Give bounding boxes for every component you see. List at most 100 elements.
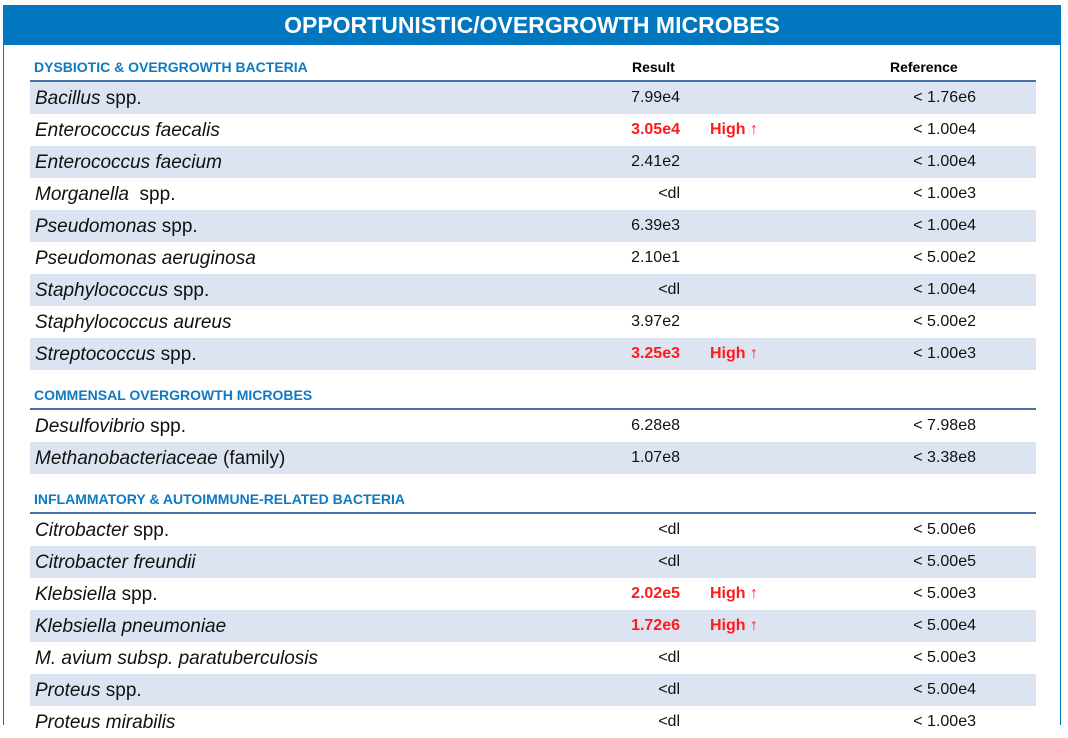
result-column-header: Result: [632, 59, 675, 75]
organism-genus: Bacillus: [35, 88, 101, 109]
organism-suffix: spp.: [116, 584, 158, 605]
organism-genus: Morganella: [35, 184, 129, 205]
organism-suffix: spp.: [100, 680, 142, 701]
table-row: Morganella spp. <dl < 1.00e3: [30, 178, 1036, 210]
organism-name: Klebsiella spp.: [35, 584, 158, 606]
result-value: 3.25e3: [631, 345, 680, 362]
table-row: Proteus mirabilis <dl < 1.00e3: [30, 706, 1036, 738]
high-flag: High ↑: [710, 345, 758, 362]
report-frame: [3, 5, 1061, 725]
table-row: Methanobacteriaceae (family) 1.07e8 < 3.…: [30, 442, 1036, 474]
high-flag: High ↑: [710, 617, 758, 634]
organism-genus: Methanobacteriaceae: [35, 448, 218, 469]
results-table: DYSBIOTIC & OVERGROWTH BACTERIA Result Ref…: [30, 50, 1036, 738]
result-value: <dl: [658, 681, 680, 698]
reference-value: < 5.00e3: [913, 649, 976, 666]
organism-genus: Enterococcus faecalis: [35, 120, 220, 141]
organism-genus: Enterococcus faecium: [35, 152, 222, 173]
organism-genus: Desulfovibrio: [35, 416, 145, 437]
result-value: 7.99e4: [631, 89, 680, 106]
organism-suffix: (family): [217, 448, 286, 469]
organism-suffix: spp.: [168, 280, 210, 301]
organism-genus: Citrobacter: [35, 520, 128, 541]
section-header: DYSBIOTIC & OVERGROWTH BACTERIA Result Ref…: [30, 50, 1036, 82]
reference-value: < 5.00e3: [913, 585, 976, 602]
result-value: <dl: [658, 185, 680, 202]
organism-name: Staphylococcus aureus: [35, 312, 231, 334]
result-value: 3.97e2: [631, 313, 680, 330]
section-header: COMMENSAL OVERGROWTH MICROBES: [30, 387, 1036, 410]
reference-value: < 5.00e5: [913, 553, 976, 570]
high-flag: High ↑: [710, 585, 758, 602]
reference-value: < 5.00e4: [913, 617, 976, 634]
table-row: Pseudomonas aeruginosa 2.10e1 < 5.00e2: [30, 242, 1036, 274]
reference-value: < 1.00e3: [913, 345, 976, 362]
organism-name: Enterococcus faecium: [35, 152, 222, 174]
table-row: Desulfovibrio spp. 6.28e8 < 7.98e8: [30, 410, 1036, 442]
table-row: Enterococcus faecalis 3.05e4 High ↑ < 1.…: [30, 114, 1036, 146]
organism-name: Proteus mirabilis: [35, 712, 175, 734]
organism-genus: Proteus mirabilis: [35, 712, 176, 733]
reference-value: < 1.00e4: [913, 281, 976, 298]
organism-suffix: spp.: [144, 416, 187, 437]
organism-genus: Pseudomonas: [35, 216, 157, 237]
result-value: 2.41e2: [631, 153, 680, 170]
result-value: <dl: [658, 281, 680, 298]
organism-genus: Proteus: [35, 680, 101, 701]
table-row: Staphylococcus aureus 3.97e2 < 5.00e2: [30, 306, 1036, 338]
organism-genus: Klebsiella: [35, 584, 117, 605]
result-value: 1.72e6: [631, 617, 680, 634]
organism-suffix: spp.: [100, 88, 142, 109]
reference-value: < 1.00e4: [913, 217, 976, 234]
table-row: Bacillus spp. 7.99e4 < 1.76e6: [30, 82, 1036, 114]
reference-value: < 1.00e3: [913, 713, 976, 730]
result-value: 3.05e4: [631, 121, 680, 138]
reference-value: < 3.38e8: [913, 449, 976, 466]
table-row: Klebsiella pneumoniae 1.72e6 High ↑ < 5.…: [30, 610, 1036, 642]
organism-name: Pseudomonas aeruginosa: [35, 248, 256, 270]
organism-name: Klebsiella pneumoniae: [35, 616, 226, 638]
organism-name: Pseudomonas spp.: [35, 216, 198, 238]
organism-name: M. avium subsp. paratuberculosis: [35, 648, 318, 670]
reference-value: < 1.00e4: [913, 153, 976, 170]
table-row: Citrobacter spp. <dl < 5.00e6: [30, 514, 1036, 546]
organism-genus: Staphylococcus: [35, 280, 169, 301]
organism-suffix: spp.: [155, 344, 197, 365]
organism-name: Citrobacter spp.: [35, 520, 169, 542]
section-title: INFLAMMATORY & AUTOIMMUNE-RELATED BACTER…: [34, 491, 405, 507]
organism-name: Enterococcus faecalis: [35, 120, 220, 142]
result-value: 1.07e8: [631, 449, 680, 466]
result-value: 6.28e8: [631, 417, 680, 434]
organism-genus: Staphylococcus aureus: [35, 312, 232, 333]
result-value: 2.10e1: [631, 249, 680, 266]
page-title: OPPORTUNISTIC/OVERGROWTH MICROBES: [3, 5, 1061, 45]
result-value: <dl: [658, 553, 680, 570]
organism-genus: Streptococcus: [35, 344, 156, 365]
reference-value: < 7.98e8: [913, 417, 976, 434]
organism-genus: Klebsiella pneumoniae: [35, 616, 227, 637]
section-header: INFLAMMATORY & AUTOIMMUNE-RELATED BACTER…: [30, 491, 1036, 514]
high-flag: High ↑: [710, 121, 758, 138]
organism-name: Citrobacter freundii: [35, 552, 196, 574]
organism-name: Methanobacteriaceae (family): [35, 448, 285, 470]
reference-value: < 5.00e4: [913, 681, 976, 698]
organism-genus: Pseudomonas aeruginosa: [35, 248, 256, 269]
organism-suffix: spp.: [127, 520, 170, 541]
table-row: Citrobacter freundii <dl < 5.00e5: [30, 546, 1036, 578]
table-row: M. avium subsp. paratuberculosis <dl < 5…: [30, 642, 1036, 674]
reference-value: < 5.00e2: [913, 313, 976, 330]
table-row: Pseudomonas spp. 6.39e3 < 1.00e4: [30, 210, 1036, 242]
organism-genus: M. avium subsp. paratuberculosis: [35, 648, 319, 669]
table-row: Klebsiella spp. 2.02e5 High ↑ < 5.00e3: [30, 578, 1036, 610]
organism-name: Morganella spp.: [35, 184, 175, 206]
table-row: Proteus spp. <dl < 5.00e4: [30, 674, 1036, 706]
organism-suffix: spp.: [129, 184, 176, 205]
table-row: Enterococcus faecium 2.41e2 < 1.00e4: [30, 146, 1036, 178]
organism-suffix: spp.: [156, 216, 198, 237]
result-value: <dl: [658, 713, 680, 730]
result-value: 6.39e3: [631, 217, 680, 234]
reference-value: < 5.00e2: [913, 249, 976, 266]
table-row: Streptococcus spp. 3.25e3 High ↑ < 1.00e…: [30, 338, 1036, 370]
reference-value: < 1.76e6: [913, 89, 976, 106]
organism-name: Desulfovibrio spp.: [35, 416, 186, 438]
